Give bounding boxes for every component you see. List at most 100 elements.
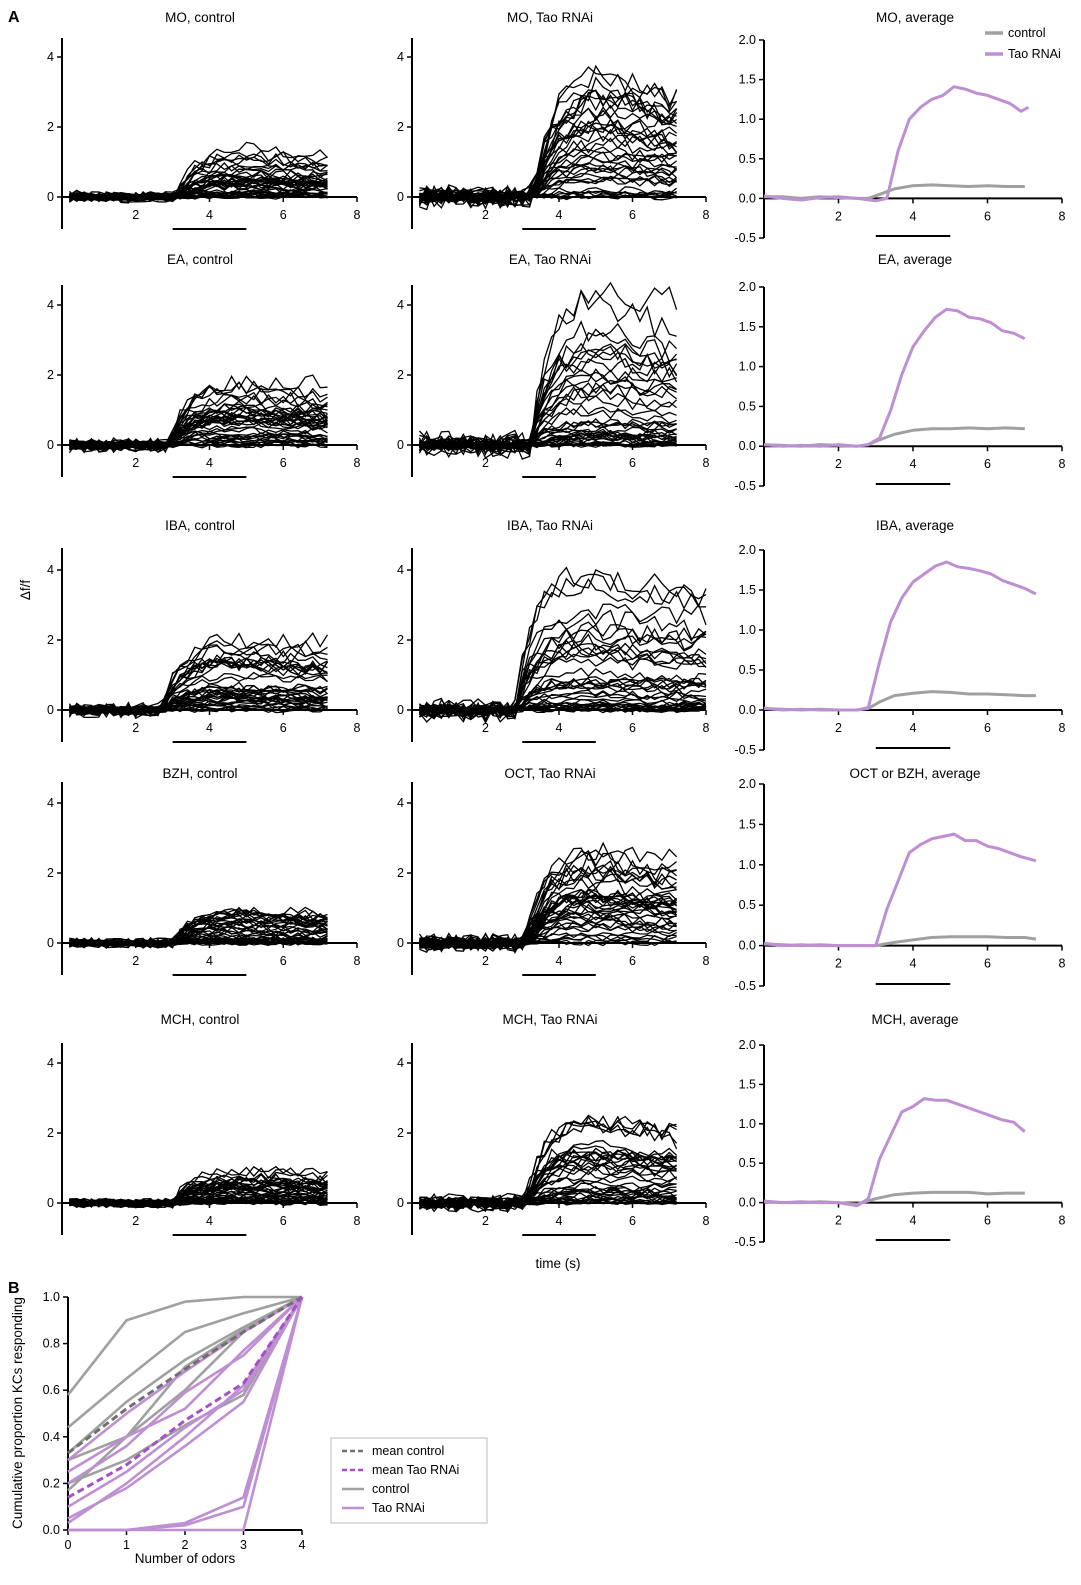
trace-line <box>69 184 328 202</box>
y-tick-label: 0.5 <box>739 399 756 413</box>
y-tick-label: 1.0 <box>739 1117 756 1131</box>
y-tick-label: 0 <box>47 1196 54 1210</box>
trace-line <box>419 915 677 949</box>
y-tick-label: 4 <box>397 563 404 577</box>
y-tick-label: 0 <box>47 703 54 717</box>
y-tick-label: 0.0 <box>739 939 756 953</box>
x-tick-label: 8 <box>354 456 361 470</box>
x-tick-label: 2 <box>482 208 489 222</box>
y-tick-label: 2.0 <box>739 33 756 47</box>
x-tick-label: 6 <box>280 208 287 222</box>
x-tick-label: 4 <box>206 456 213 470</box>
y-tick-label: 2.0 <box>739 777 756 791</box>
trace-line <box>419 934 677 947</box>
x-tick-label: 4 <box>556 721 563 735</box>
panel-13: MCH, Tao RNAi 0 2 4 2 4 6 8 <box>397 1012 710 1236</box>
series-line-tao-rnai <box>763 560 1037 712</box>
x-tick-label: 4 <box>556 456 563 470</box>
trace-line <box>419 603 707 721</box>
y-tick-label: 1.0 <box>739 858 756 872</box>
x-tick-label: 2 <box>482 1214 489 1228</box>
panel-11: OCT or BZH, average -0.5 0.0 0.5 1.0 1.5 2.0 2 4… <box>734 766 1065 993</box>
legend-label: mean control <box>372 1444 444 1458</box>
panel-title: IBA, average <box>876 518 954 533</box>
x-tick-label: 4 <box>206 208 213 222</box>
y-tick-label: 4 <box>397 1056 404 1070</box>
panel-title: BZH, control <box>162 766 237 781</box>
panel-7: IBA, Tao RNAi 0 2 4 2 4 6 8 <box>397 518 710 743</box>
y-tick-label: 0.5 <box>739 152 756 166</box>
cumulative-line-control <box>67 1295 303 1429</box>
y-tick-label: 2 <box>47 866 54 880</box>
x-tick-label: 2 <box>132 954 139 968</box>
panel-title: EA, Tao RNAi <box>509 252 591 267</box>
trace-line <box>418 841 678 952</box>
y-tick-label: 0.5 <box>739 663 756 677</box>
series-line-control <box>763 690 1036 712</box>
x-tick-label: 2 <box>835 957 842 971</box>
x-tick-label: 6 <box>629 1214 636 1228</box>
trace-line <box>69 1193 328 1207</box>
x-tick-label: 2 <box>132 456 139 470</box>
x-tick-label: 8 <box>703 208 710 222</box>
y-tick-label: 2 <box>397 368 404 382</box>
panel-title: MO, control <box>165 10 235 25</box>
trace-line <box>418 320 677 457</box>
x-tick-label: 2 <box>132 208 139 222</box>
cumulative-line-control <box>67 1295 303 1455</box>
x-tick-label: 8 <box>354 721 361 735</box>
x-tick-label: 2 <box>182 1538 189 1552</box>
y-tick-label: 0.8 <box>43 1337 60 1351</box>
trace-line <box>419 115 678 207</box>
trace-line <box>68 657 328 717</box>
trace-line <box>69 182 328 201</box>
panel-title: OCT, Tao RNAi <box>504 766 595 781</box>
x-tick-label: 8 <box>354 1214 361 1228</box>
trace-line <box>419 1115 677 1213</box>
y-tick-label: 1.0 <box>739 112 756 126</box>
y-tick-label: 1.5 <box>739 320 756 334</box>
x-tick-label: 4 <box>910 457 917 471</box>
legend-label: Tao RNAi <box>372 1501 425 1515</box>
x-tick-label: 8 <box>1059 721 1066 735</box>
trace-line <box>69 1185 328 1208</box>
trace-line <box>418 366 678 454</box>
x-tick-label: 4 <box>206 721 213 735</box>
trace-line <box>69 704 328 714</box>
cumulative-line-control <box>67 1296 304 1485</box>
panel-5: EA, average -0.5 0.0 0.5 1.0 1.5 2.0 2 4 6 8 <box>734 252 1065 493</box>
trace-line <box>69 151 328 203</box>
panel-14: MCH, average -0.5 0.0 0.5 1.0 1.5 2.0 2 4 6 8 <box>734 1012 1065 1249</box>
trace-line <box>69 411 328 451</box>
x-tick-label: 6 <box>280 954 287 968</box>
y-tick-label: 0 <box>47 190 54 204</box>
panel-title: MO, average <box>876 10 954 25</box>
panel-title: IBA, Tao RNAi <box>507 518 593 533</box>
panel-title: EA, control <box>167 252 233 267</box>
trace-line <box>419 1154 677 1210</box>
trace-line <box>69 174 328 200</box>
panel-a-label: A <box>8 9 20 26</box>
x-tick-label: 8 <box>1059 457 1066 471</box>
x-tick-label: 6 <box>984 457 991 471</box>
cumulative-line-tao <box>68 1296 304 1532</box>
y-tick-label: 0 <box>47 936 54 950</box>
x-tick-label: 4 <box>206 954 213 968</box>
x-tick-label: 8 <box>703 456 710 470</box>
panel-0: MO, control 0 2 4 2 4 6 8 <box>47 10 361 230</box>
shared-ylabel: Δf/f <box>18 580 33 601</box>
y-tick-label: 2 <box>397 866 404 880</box>
panel-title: IBA, control <box>165 518 235 533</box>
x-tick-label: 6 <box>280 721 287 735</box>
legend-label: control <box>1008 26 1046 40</box>
x-tick-label: 0 <box>65 1538 72 1552</box>
trace-line <box>419 177 678 202</box>
trace-line <box>68 657 328 718</box>
y-tick-label: 2 <box>47 368 54 382</box>
trace-line <box>419 106 678 203</box>
x-tick-label: 8 <box>354 954 361 968</box>
x-tick-label: 8 <box>703 954 710 968</box>
x-tick-label: 1 <box>123 1538 130 1552</box>
panel-6: IBA, control 0 2 4 2 4 6 8 <box>47 518 361 743</box>
